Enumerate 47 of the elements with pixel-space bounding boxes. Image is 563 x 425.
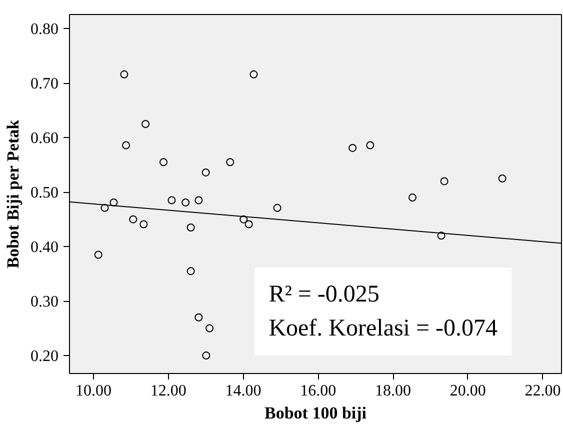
- point: [182, 198, 190, 206]
- annotation: Koef. Korelasi = -0.074: [268, 316, 498, 342]
- point: [186, 267, 195, 276]
- point: [186, 224, 195, 232]
- point: [140, 220, 148, 228]
- y-tick-label: 0.80: [30, 21, 58, 38]
- x-tick-label: 16.00: [300, 382, 336, 400]
- point: [240, 215, 248, 224]
- x-tick-label: 22.00: [524, 382, 561, 400]
- point: [202, 352, 210, 360]
- y-tick-label: 0.30: [30, 294, 58, 311]
- x-tick-label: 12.00: [150, 382, 186, 400]
- point: [273, 204, 282, 212]
- point: [159, 158, 168, 166]
- point: [202, 168, 210, 176]
- x-tick-label: 14.00: [225, 382, 262, 400]
- y-axis-title: Bobot Biji per Petak: [4, 119, 22, 268]
- annotation: R² = -0.025: [268, 282, 380, 308]
- x-tick-label: 10.00: [75, 382, 112, 400]
- y-tick-label: 0.40: [30, 239, 58, 256]
- point: [122, 141, 130, 150]
- x-axis-title: Bobot 100 biji: [264, 404, 367, 422]
- y-tick-label: 0.20: [30, 348, 58, 366]
- point: [120, 70, 128, 78]
- point: [440, 177, 448, 186]
- point: [226, 158, 234, 166]
- point: [94, 250, 102, 259]
- x-tick-label: 18.00: [375, 382, 412, 400]
- point: [110, 198, 118, 206]
- point: [366, 141, 374, 150]
- point: [142, 120, 150, 128]
- point: [168, 196, 176, 204]
- point: [250, 70, 258, 78]
- point: [129, 215, 138, 224]
- y-tick-label: 0.60: [30, 130, 58, 148]
- y-tick-label: 0.50: [30, 184, 58, 202]
- y-tick-label: 0.70: [30, 76, 58, 93]
- point: [244, 220, 253, 228]
- point: [100, 204, 109, 212]
- point: [437, 232, 446, 240]
- point: [194, 313, 203, 322]
- x-tick-label: 20.00: [450, 382, 486, 400]
- point: [498, 174, 506, 182]
- point: [194, 196, 203, 204]
- point: [348, 144, 357, 152]
- point: [408, 194, 416, 202]
- point: [206, 324, 214, 332]
